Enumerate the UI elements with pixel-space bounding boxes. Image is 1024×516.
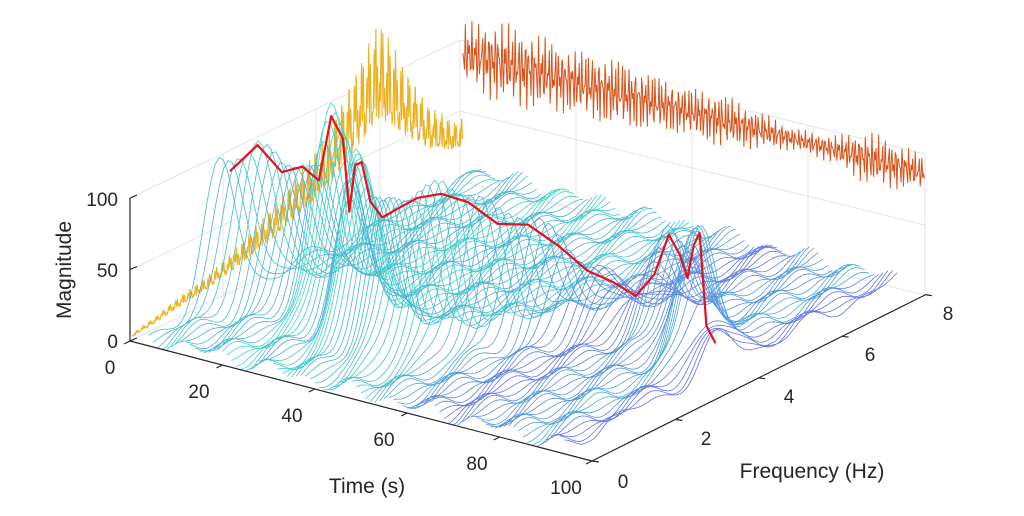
spectrum-line: [323, 198, 657, 391]
spectrum-line: [162, 151, 496, 350]
y-axis-label: Frequency (Hz): [740, 460, 885, 483]
spectrum-line: [369, 195, 704, 403]
spectrum-line: [439, 244, 773, 413]
spectrum-line: [176, 151, 510, 344]
x-tick: [493, 436, 500, 441]
y-tick: [675, 418, 683, 421]
spectra-lines: [148, 102, 898, 447]
y-tick-label: 8: [943, 304, 954, 325]
z-tick: [129, 265, 138, 271]
x-tick: [308, 388, 316, 393]
x-tick: [400, 412, 408, 417]
axis-ticks: [123, 194, 932, 465]
peak-ridge-line: [229, 115, 717, 344]
spectrum-line: [550, 272, 884, 437]
x-axis-label: Time (s): [329, 475, 405, 498]
spectrum-line: [194, 164, 528, 352]
spectrum-line: [545, 274, 879, 441]
z-tick-label: 100: [86, 190, 118, 211]
x-axis-line: [129, 340, 593, 462]
spectrum-line: [531, 225, 865, 446]
x-tick-label: 60: [373, 430, 394, 451]
spectrum-line: [416, 244, 750, 407]
spectrum-line: [536, 259, 870, 447]
x-tick-label: 40: [281, 406, 302, 427]
z-tick: [129, 337, 138, 342]
x-tick-label: 0: [105, 358, 116, 379]
spectrum-line: [222, 102, 556, 352]
spectrum-line: [559, 270, 893, 442]
spectrum-line: [383, 212, 718, 399]
y-tick-label: 2: [701, 429, 712, 450]
spectrum-line: [286, 175, 621, 377]
z-tick: [129, 194, 138, 199]
frequency-projection-trace: [131, 28, 464, 337]
x-tick-label: 100: [550, 478, 582, 499]
spectrum-line: [522, 227, 856, 438]
y-tick: [841, 335, 849, 338]
z-tick-label: 0: [107, 332, 118, 353]
spectrum-line: [217, 121, 551, 351]
y-tick-label: 0: [618, 472, 629, 493]
x-tick: [123, 340, 131, 345]
y-tick: [591, 460, 600, 463]
spectrum-line: [185, 164, 519, 345]
spectrum-line: [541, 274, 875, 445]
z-tick-label: 50: [97, 261, 118, 282]
spectrum-line: [527, 224, 861, 443]
spectrum-line: [471, 235, 805, 418]
spectrum-line: [245, 160, 579, 372]
y-tick-label: 4: [784, 387, 795, 408]
spectrum-line: [249, 180, 583, 370]
spectrum-line: [199, 165, 533, 352]
spectrum-line: [328, 200, 662, 391]
spectrum-line: [365, 194, 699, 400]
spectrum-line: [457, 255, 791, 426]
spectrum-line: [273, 153, 607, 370]
spectrum-line: [305, 197, 639, 377]
spectrum-line: [300, 196, 634, 376]
spectrum-line: [564, 272, 898, 445]
spectrum-line: [462, 254, 796, 423]
x-tick-label: 20: [188, 382, 209, 403]
x-tick: [216, 364, 223, 369]
spectrum-line: [295, 195, 630, 377]
x-tick: [585, 460, 593, 465]
y-tick: [758, 377, 766, 380]
spectrum-line: [356, 188, 690, 389]
time-signal-trace: [462, 21, 925, 190]
spectrum-line: [342, 184, 676, 381]
spectrum-line: [226, 112, 560, 356]
spectrum-line: [314, 196, 648, 384]
spectrum-line: [453, 250, 787, 426]
x-tick-label: 80: [466, 454, 487, 475]
spectrum-line: [517, 231, 852, 432]
y-tick: [924, 294, 932, 297]
spectrum-line: [346, 179, 681, 382]
spectrum-line: [310, 199, 644, 380]
z-axis-label: Magnitude: [53, 221, 76, 319]
spectrum-line: [282, 160, 616, 375]
y-tick-label: 6: [865, 345, 876, 366]
